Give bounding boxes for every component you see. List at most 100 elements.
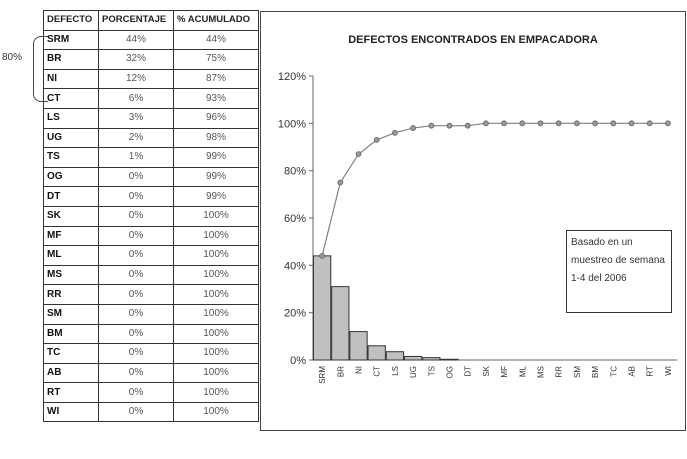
table-row: SK 0% 100%: [43, 205, 259, 227]
table-row: NI 12% 87%: [43, 68, 259, 90]
percentage-cell: 0%: [98, 205, 174, 227]
defect-code-cell: AB: [43, 362, 99, 384]
y-tick-label: 100%: [278, 118, 306, 130]
table-row: UG 2% 98%: [43, 127, 259, 149]
header-porcentaje: PORCENTAJE: [98, 10, 174, 31]
defect-code-cell: UG: [43, 127, 99, 149]
bar: [403, 355, 423, 361]
table-row: AB 0% 100%: [43, 362, 259, 384]
x-tick-label: TS: [427, 366, 436, 376]
x-tick-label: MF: [500, 366, 509, 378]
bar: [440, 358, 459, 361]
cumulative-cell: 100%: [173, 401, 259, 423]
cumulative-point: [501, 120, 508, 127]
percentage-cell: 1%: [98, 147, 174, 168]
percentage-cell: 0%: [98, 343, 174, 364]
defect-code-cell: RT: [43, 382, 99, 403]
cumulative-line: [321, 122, 668, 257]
x-tick-label: CT: [373, 366, 382, 377]
percentage-cell: 32%: [98, 49, 174, 70]
x-tick-label: BM: [591, 366, 600, 378]
header-acumulado: % ACUMULADO: [173, 10, 259, 31]
cumulative-cell: 100%: [173, 264, 259, 286]
percentage-cell: 0%: [98, 401, 174, 423]
defect-code-cell: CT: [43, 88, 99, 109]
bar: [422, 357, 441, 361]
cumulative-point: [628, 120, 635, 127]
cumulative-cell: 99%: [173, 186, 259, 207]
chart-annotation: Basado en un muestreo de semana 1-4 del …: [566, 230, 672, 313]
percentage-cell: 0%: [98, 225, 174, 247]
x-tick-label: WI: [664, 366, 673, 376]
defect-table: DEFECTO PORCENTAJE % ACUMULADO SRM 44% 44%…: [43, 10, 259, 423]
table-row: RT 0% 100%: [43, 382, 259, 403]
cumulative-point: [592, 120, 599, 127]
cumulative-point: [391, 129, 398, 136]
cumulative-cell: 100%: [173, 225, 259, 247]
cumulative-point: [373, 137, 380, 143]
cumulative-point: [337, 179, 344, 186]
x-tick-label: RT: [646, 366, 655, 377]
bar: [385, 351, 405, 361]
cumulative-cell: 93%: [173, 88, 259, 109]
cumulative-point: [446, 122, 453, 129]
table-header-row: DEFECTO PORCENTAJE % ACUMULADO: [43, 10, 259, 31]
percentage-cell: 44%: [98, 29, 174, 51]
defect-code-cell: BR: [43, 49, 99, 70]
percentage-cell: 0%: [98, 323, 174, 345]
table-row: ML 0% 100%: [43, 245, 259, 266]
percentage-cell: 12%: [98, 68, 174, 90]
y-tick-label: 120%: [278, 71, 306, 83]
percentage-cell: 2%: [98, 127, 174, 149]
percentage-cell: 0%: [98, 166, 174, 188]
cumulative-point: [482, 120, 489, 127]
cumulative-point: [537, 120, 544, 127]
percentage-cell: 0%: [98, 284, 174, 305]
cumulative-point: [428, 122, 435, 129]
table-row: MS 0% 100%: [43, 264, 259, 286]
defect-code-cell: BM: [43, 323, 99, 345]
table-row: CT 6% 93%: [43, 88, 259, 109]
table-row: BM 0% 100%: [43, 323, 259, 345]
cumulative-cell: 87%: [173, 68, 259, 90]
defect-code-cell: SRM: [43, 29, 99, 51]
x-tick-label: SRM: [318, 366, 327, 384]
cumulative-cell: 100%: [173, 303, 259, 325]
x-tick-label: AB: [628, 366, 637, 377]
defect-code-cell: MF: [43, 225, 99, 247]
chart-title: DEFECTOS ENCONTRADOS EN EMPACADORA: [348, 34, 598, 46]
table-row: TS 1% 99%: [43, 147, 259, 168]
defect-code-cell: TC: [43, 343, 99, 364]
x-tick-label: SM: [573, 366, 582, 378]
table-row: RR 0% 100%: [43, 284, 259, 305]
x-tick-label: SK: [482, 365, 491, 376]
cumulative-cell: 100%: [173, 323, 259, 345]
defect-code-cell: MS: [43, 264, 99, 286]
cumulative-cell: 44%: [173, 29, 259, 51]
cumulative-point: [646, 120, 653, 127]
x-tick-label: UG: [409, 366, 418, 378]
table-row: SRM 44% 44%: [43, 29, 259, 51]
cumulative-point: [319, 252, 325, 259]
x-tick-label: ML: [518, 365, 527, 377]
percentage-cell: 0%: [98, 303, 174, 325]
percentage-cell: 0%: [98, 245, 174, 266]
bar: [349, 331, 368, 361]
defect-code-cell: WI: [43, 401, 99, 423]
x-tick-label: OG: [446, 366, 455, 378]
table-row: WI 0% 100%: [43, 401, 259, 423]
y-tick-label: 40%: [284, 260, 306, 272]
percentage-cell: 0%: [98, 382, 174, 403]
cumulative-point: [464, 122, 471, 129]
pareto-chart: DEFECTOS ENCONTRADOS EN EMPACADORA 0% 20%…: [260, 11, 686, 431]
cumulative-cell: 75%: [173, 49, 259, 70]
defect-code-cell: SM: [43, 303, 99, 325]
bar: [312, 255, 332, 361]
percentage-cell: 0%: [98, 186, 174, 207]
eighty-percent-bracket: [33, 36, 48, 102]
cumulative-point: [410, 125, 417, 131]
cumulative-cell: 99%: [173, 147, 259, 168]
percentage-cell: 6%: [98, 88, 174, 109]
y-tick-label: 80%: [284, 166, 306, 178]
cumulative-cell: 100%: [173, 343, 259, 364]
